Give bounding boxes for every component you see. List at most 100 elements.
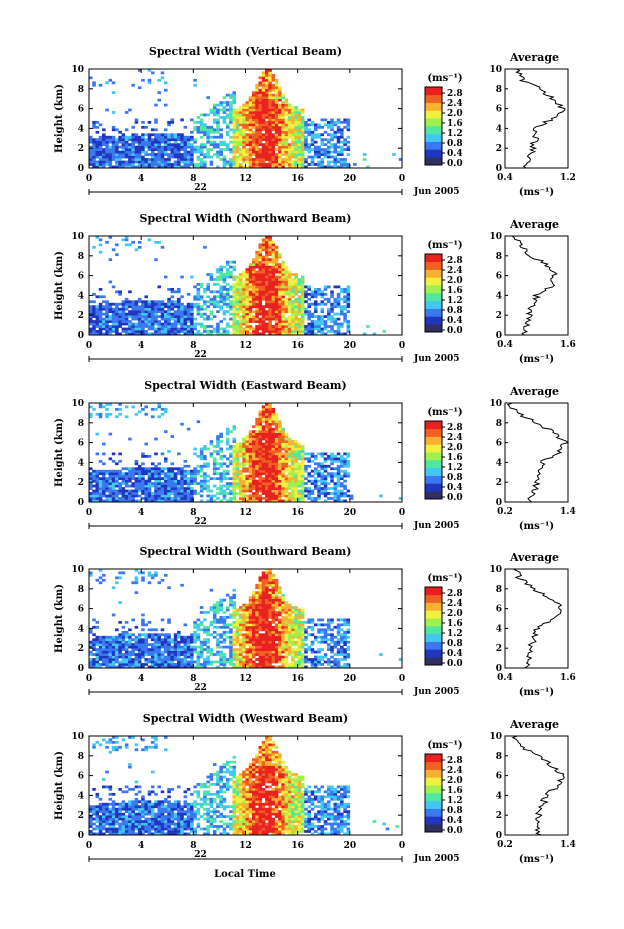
heatmap-cell [258, 243, 263, 247]
heatmap-cell [212, 128, 217, 132]
heatmap-cell [317, 290, 321, 294]
heatmap-cell [219, 305, 223, 309]
heatmap-cell [274, 245, 279, 249]
heatmap-cell [92, 305, 96, 309]
heatmap-cell [225, 305, 230, 309]
avg-y-tick-label: 4 [496, 291, 502, 301]
heatmap-cell [330, 128, 334, 132]
heatmap-cell [170, 163, 175, 166]
heatmap-cell [294, 138, 298, 142]
heatmap-cell [278, 140, 282, 144]
heatmap-cell [343, 290, 347, 294]
heatmap-cell [232, 155, 237, 159]
heatmap-cell [121, 489, 126, 493]
heatmap-cell [304, 138, 308, 142]
heatmap-cell [173, 315, 178, 318]
heatmap-cell [300, 280, 305, 284]
heatmap-cell [105, 494, 109, 498]
heatmap-cell [206, 332, 210, 336]
heatmap-cell [271, 494, 276, 498]
heatmap-cell [128, 479, 132, 483]
heatmap-cell [147, 635, 152, 639]
heatmap-cell [300, 150, 305, 154]
heatmap-cell [320, 322, 325, 326]
heatmap-cell [320, 330, 325, 333]
heatmap-cell [248, 447, 253, 451]
heatmap-cell [134, 477, 139, 481]
heatmap-cell [268, 78, 272, 82]
heatmap-cell [340, 128, 344, 132]
heatmap-cell [245, 158, 250, 161]
heatmap-cell [141, 655, 145, 659]
heatmap-cell [225, 447, 230, 451]
heatmap-cell [222, 120, 227, 124]
heatmap-cell [186, 484, 191, 488]
heatmap-cell [333, 487, 338, 490]
heatmap-cell [291, 292, 295, 296]
heatmap-cell [238, 290, 243, 294]
y-tick-label: 0 [78, 331, 84, 341]
heatmap-cell [258, 130, 263, 134]
heatmap-cell [238, 123, 243, 127]
heatmap-cell [252, 327, 256, 331]
heatmap-cell [167, 665, 171, 669]
heatmap-cell [245, 322, 250, 326]
heatmap-cell [274, 278, 279, 281]
heatmap-cell [271, 297, 276, 301]
heatmap-cell [118, 459, 122, 463]
heatmap-cell [170, 138, 175, 142]
heatmap-cell [274, 325, 279, 328]
heatmap-cell [163, 165, 168, 169]
heatmap-cell [193, 489, 197, 493]
heatmap-cell [362, 158, 367, 161]
heatmap-cell [287, 283, 292, 286]
heatmap-cell [229, 160, 233, 164]
heatmap-cell [144, 487, 148, 490]
heatmap-cell [144, 305, 148, 309]
heatmap-cell [258, 258, 263, 262]
heatmap-cell [131, 645, 135, 649]
heatmap-cell [212, 499, 217, 503]
heatmap-cell [199, 163, 204, 166]
heatmap-cell [268, 123, 272, 127]
heatmap-cell [212, 315, 217, 318]
heatmap-cell [258, 285, 263, 289]
heatmap-cell [124, 479, 129, 483]
heatmap-cell [216, 108, 220, 112]
heatmap-cell [157, 484, 162, 488]
heatmap-cell [108, 638, 113, 642]
heatmap-cell [346, 120, 351, 124]
heatmap-cell [278, 287, 282, 291]
heatmap-cell [193, 302, 197, 306]
average-profile-line [515, 68, 566, 169]
heatmap-cell [163, 302, 168, 306]
heatmap-cell [157, 98, 162, 102]
heatmap-cell [167, 618, 171, 622]
heatmap-cell [294, 322, 298, 326]
heatmap-cell [271, 270, 276, 274]
date-month-label: Jun 2005 [413, 354, 460, 364]
heatmap-cell [203, 123, 207, 127]
heatmap-cell [193, 482, 197, 485]
heatmap-cell [131, 302, 135, 306]
heatmap-cell [297, 457, 302, 461]
heatmap-cell [170, 489, 175, 493]
heatmap-cell [265, 120, 269, 124]
heatmap-cell [180, 469, 184, 473]
heatmap-cell [222, 116, 227, 119]
heatmap-cell [284, 317, 289, 321]
heatmap-cell [98, 665, 103, 669]
heatmap-cell [287, 330, 292, 333]
heatmap-cell [154, 650, 158, 654]
heatmap-cell [255, 145, 259, 149]
heatmap-cell [92, 663, 96, 666]
heatmap-cell [291, 280, 295, 284]
heatmap-cell [245, 307, 250, 311]
heatmap-cell [124, 320, 129, 323]
heatmap-cell [209, 452, 214, 456]
heatmap-cell [252, 93, 256, 97]
heatmap-cell [124, 655, 129, 659]
heatmap-cell [271, 472, 276, 476]
heatmap-cell [137, 467, 142, 471]
heatmap-cell [235, 474, 240, 478]
